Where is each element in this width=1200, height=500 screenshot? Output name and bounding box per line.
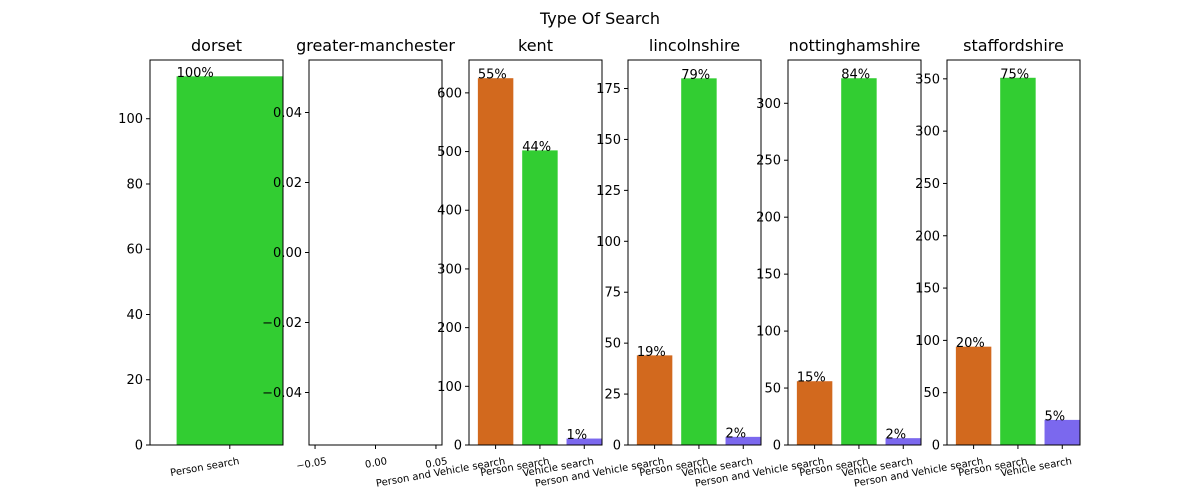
- y-tick-label: 200: [915, 229, 940, 244]
- bar-vehicle-search: [885, 438, 921, 445]
- bar-person-search: [522, 150, 558, 445]
- data-label-person-search: 44%: [522, 140, 551, 155]
- bar-vehicle-search: [566, 438, 602, 445]
- data-label-person-search: 79%: [681, 68, 710, 83]
- y-tick-label: 80: [126, 177, 143, 192]
- y-tick-label: 0: [454, 439, 462, 454]
- data-label-person-search: 75%: [1000, 67, 1029, 82]
- y-tick-label: 0.02: [273, 176, 302, 191]
- axes-frame: [946, 59, 1081, 446]
- y-tick-label: 20: [126, 373, 143, 388]
- bar-person-search: [841, 78, 877, 445]
- y-tick-label: 0.00: [273, 246, 302, 261]
- y-tick-label: 100: [596, 235, 621, 250]
- bar-person-and-vehicle-search: [955, 346, 992, 445]
- y-tick-label: 100: [756, 325, 781, 340]
- y-tick-label: 0: [135, 439, 143, 454]
- y-tick-label: 50: [604, 337, 621, 352]
- bar-person-and-vehicle-search: [477, 78, 514, 445]
- y-tick-label: 300: [756, 97, 781, 112]
- panel-nottinghamshire: nottinghamshire05010015020025030015%Pers…: [694, 36, 922, 490]
- bar-vehicle-search: [725, 436, 761, 445]
- panel-title-lincolnshire: lincolnshire: [649, 36, 740, 55]
- axes-frame: [308, 59, 443, 446]
- bar-person-search: [176, 76, 283, 445]
- x-tick-label: 0.05: [425, 456, 449, 471]
- panel-title-dorset: dorset: [191, 36, 242, 55]
- y-tick-label: 200: [437, 321, 462, 336]
- axes-frame: [627, 59, 762, 446]
- y-tick-label: 250: [756, 154, 781, 169]
- bar-vehicle-search: [1044, 419, 1080, 445]
- y-tick-label: 150: [915, 282, 940, 297]
- data-label-person-and-vehicle-search: 15%: [797, 371, 826, 386]
- y-tick-label: 0: [932, 439, 940, 454]
- y-tick-label: 75: [604, 286, 621, 301]
- y-tick-label: 100: [437, 380, 462, 395]
- y-tick-label: −0.04: [262, 386, 302, 401]
- data-label-person-search: 100%: [177, 66, 214, 81]
- x-tick-label: 0.00: [364, 456, 388, 471]
- y-tick-label: 600: [437, 86, 462, 101]
- bar-person-and-vehicle-search: [796, 381, 833, 445]
- panel-title-staffordshire: staffordshire: [963, 36, 1064, 55]
- y-tick-label: 200: [756, 211, 781, 226]
- panel-lincolnshire: lincolnshire025507510012515017519%Person…: [534, 36, 762, 490]
- y-tick-label: 60: [126, 243, 143, 258]
- y-tick-label: 50: [923, 386, 940, 401]
- y-tick-label: 125: [596, 184, 621, 199]
- panel-title-greater-manchester: greater-manchester: [296, 36, 455, 55]
- y-tick-label: 100: [915, 334, 940, 349]
- y-tick-label: 100: [118, 112, 143, 127]
- axes-frame: [149, 59, 284, 446]
- y-tick-label: 40: [126, 308, 143, 323]
- data-label-vehicle-search: 2%: [886, 428, 907, 443]
- y-tick-label: 150: [596, 133, 621, 148]
- y-tick-label: 0.04: [273, 106, 302, 121]
- panel-dorset: dorset 0 20 40 60 80 100 100% Person search: [118, 36, 284, 479]
- y-tick-label: 25: [604, 388, 621, 403]
- figure-title: Type Of Search: [539, 9, 660, 28]
- bar-person-search: [681, 78, 717, 445]
- data-label-person-search: 84%: [841, 68, 870, 83]
- axes-frame: [787, 59, 922, 446]
- panel-greater-manchester: greater-manchester −0.04 −0.02 0.00 0.02 0.04…: [262, 36, 455, 472]
- y-tick-label: 0: [773, 439, 781, 454]
- y-tick-label: 150: [756, 268, 781, 283]
- data-label-vehicle-search: 2%: [726, 426, 747, 441]
- data-label-person-and-vehicle-search: 55%: [478, 68, 507, 83]
- y-tick-label: 350: [915, 72, 940, 87]
- axes-frame: [468, 59, 603, 446]
- y-tick-label: 400: [437, 204, 462, 219]
- y-tick-label: 250: [915, 177, 940, 192]
- bar-person-search: [1000, 77, 1036, 445]
- panel-staffordshire: staffordshire05010015020025030035020%Per…: [853, 36, 1081, 490]
- bar-person-and-vehicle-search: [636, 355, 673, 445]
- y-tick-label: 50: [764, 382, 781, 397]
- y-tick-label: −0.02: [262, 316, 302, 331]
- x-tick-label: −0.05: [295, 456, 327, 472]
- y-tick-label: 175: [596, 82, 621, 97]
- data-label-person-and-vehicle-search: 20%: [956, 336, 985, 351]
- data-label-person-and-vehicle-search: 19%: [637, 345, 666, 360]
- chart-panels: dorset 0 20 40 60 80 100 100% Person search great…: [118, 36, 1081, 490]
- x-tick-label: Person search: [169, 456, 240, 479]
- y-tick-label: 300: [915, 125, 940, 140]
- panel-title-kent: kent: [518, 36, 553, 55]
- y-tick-label: 300: [437, 262, 462, 277]
- y-tick-label: 0: [613, 439, 621, 454]
- panel-title-nottinghamshire: nottinghamshire: [789, 36, 921, 55]
- data-label-vehicle-search: 1%: [567, 428, 588, 443]
- data-label-vehicle-search: 5%: [1045, 409, 1066, 424]
- y-tick-label: 500: [437, 145, 462, 160]
